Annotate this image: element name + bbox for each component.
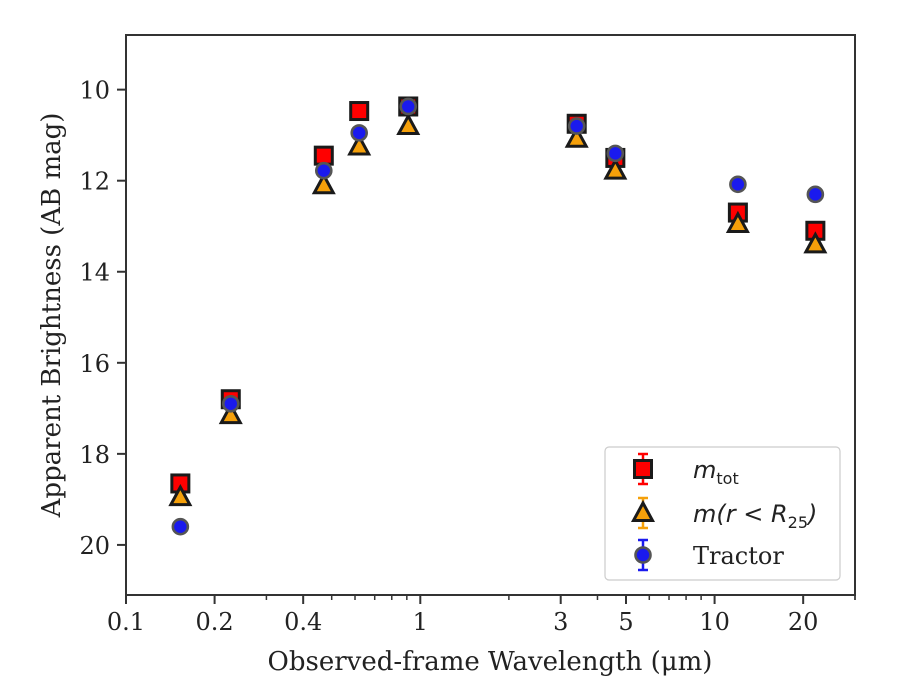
legend-box [604, 446, 841, 581]
y-tick-label: 14 [79, 259, 110, 287]
tractor-point [806, 185, 825, 204]
y-tick-label: 10 [79, 77, 110, 105]
legend-items: mtot m(r < R25) Tractor [630, 452, 817, 572]
tractor-point [171, 517, 190, 536]
legend-label: Tractor [693, 542, 784, 570]
mr25-point [168, 483, 193, 507]
x-tick-label: 0.1 [107, 608, 145, 636]
tractor-point [729, 175, 747, 194]
tractor-point [399, 97, 418, 116]
legend-marker-triangle [630, 499, 656, 522]
mtot-point [313, 145, 334, 166]
points-layer [168, 96, 828, 536]
legend-label: m(r < R25) [693, 500, 817, 532]
mtot-point [349, 101, 370, 122]
tractor-point [350, 124, 368, 142]
mr25-point [803, 231, 828, 254]
tractor-point [221, 394, 240, 413]
mr25-point [564, 125, 589, 148]
x-tick-label: 1 [413, 608, 428, 636]
x-tick-label: 20 [788, 608, 819, 636]
tractor-point [567, 117, 586, 135]
ticks-layer: 0.1 0.2 0.4 1 3 5 10 20 10 12 14 16 18 20 [79, 77, 856, 636]
mr25-point [311, 172, 336, 195]
x-tick-label: 0.2 [196, 608, 234, 636]
y-tick-label: 18 [79, 441, 110, 469]
y-tick-label: 16 [79, 350, 110, 378]
legend: mtot m(r < R25) Tractor [604, 446, 841, 581]
x-tick-label: 0.4 [284, 608, 322, 636]
mr25-point [218, 402, 243, 425]
x-tick-label: 5 [618, 608, 633, 636]
mr25-point [603, 157, 628, 180]
x-tick-label: 3 [553, 608, 568, 636]
mr25-point [347, 133, 372, 156]
tractor-point [606, 144, 625, 163]
x-axis-label: Observed-frame Wavelength (μm) [268, 647, 713, 677]
tractor-point [314, 161, 333, 180]
mr25-point [396, 112, 421, 136]
legend-marker-square [633, 459, 653, 479]
y-tick-label: 20 [79, 532, 110, 560]
legend-label: mtot [693, 456, 739, 488]
x-tick-label: 10 [699, 608, 730, 636]
plot-frame [125, 34, 856, 596]
legend-marker-circle [634, 546, 652, 564]
mr25-point [725, 210, 750, 233]
y-axis-label: Apparent Brightness (AB mag) [37, 113, 67, 519]
y-tick-label: 12 [79, 168, 110, 196]
